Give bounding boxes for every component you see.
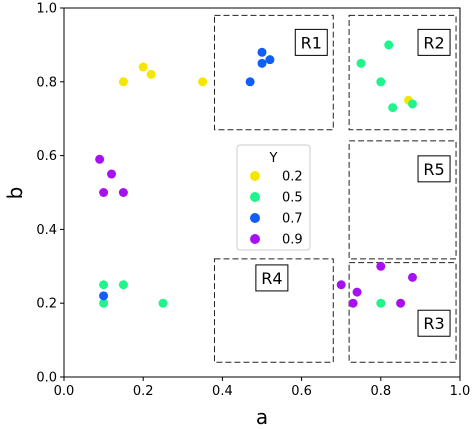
data-point xyxy=(396,298,406,308)
x-tick-label: 0.2 xyxy=(133,384,154,399)
legend-marker xyxy=(250,171,260,181)
data-point xyxy=(407,272,417,282)
x-tick-label: 0.8 xyxy=(370,384,391,399)
data-point xyxy=(118,77,128,87)
data-point xyxy=(158,298,168,308)
legend: Y 0.2 0.5 0.7 0.9 xyxy=(236,144,311,251)
data-point xyxy=(388,103,398,113)
region-box-r4 xyxy=(213,258,334,363)
region-box-r1 xyxy=(213,14,334,131)
data-point xyxy=(257,47,267,57)
region-label-r3: R3 xyxy=(423,314,444,333)
legend-entry: 0.2 xyxy=(282,170,303,185)
x-tick-label: 0.6 xyxy=(291,384,312,399)
data-point xyxy=(356,58,366,68)
data-point xyxy=(376,77,386,87)
x-tick-label: 1.0 xyxy=(450,384,471,399)
data-point xyxy=(107,169,117,179)
region-label-box-r4 xyxy=(255,264,289,292)
region-box-r5 xyxy=(348,140,457,260)
region-box-r3 xyxy=(348,262,457,363)
legend-entry: 0.9 xyxy=(282,233,303,248)
data-point xyxy=(99,298,109,308)
y-tick-label: 0.6 xyxy=(36,149,57,164)
y-axis-label: b xyxy=(3,187,27,200)
region-label-r4: R4 xyxy=(261,269,282,288)
plot-area: R1 R2 R5 R4 R3 0.0 0.2 0.4 0.6 0.8 1.0 0.0 0.2 0.4 0.6… xyxy=(36,2,470,400)
data-point xyxy=(146,69,156,79)
data-point xyxy=(245,77,255,87)
data-point xyxy=(336,280,346,290)
x-tick-label: 0.4 xyxy=(212,384,233,399)
data-point xyxy=(265,55,275,65)
region-label-r1: R1 xyxy=(301,33,322,52)
data-point xyxy=(138,62,148,72)
y-tick-label: 0.0 xyxy=(36,371,57,386)
data-point xyxy=(118,188,128,197)
legend-title: Y xyxy=(269,151,278,166)
data-point xyxy=(407,99,417,109)
x-axis-label: a xyxy=(256,405,268,429)
y-tick-label: 0.4 xyxy=(36,223,57,238)
data-point xyxy=(348,298,358,308)
y-tick-label: 1.0 xyxy=(36,2,57,17)
region-label-box-r1 xyxy=(294,28,328,56)
data-point xyxy=(95,154,105,164)
data-point xyxy=(118,280,128,290)
data-point xyxy=(99,291,109,301)
region-box-r2 xyxy=(348,14,457,131)
region-label-box-r5 xyxy=(417,155,451,183)
legend-marker xyxy=(250,192,260,202)
data-point xyxy=(384,40,394,50)
data-point xyxy=(99,280,109,290)
legend-marker xyxy=(250,234,260,244)
region-label-box-r3 xyxy=(417,309,451,337)
legend-marker xyxy=(250,213,260,223)
data-point xyxy=(352,287,362,297)
data-point xyxy=(376,298,386,308)
region-label-box-r2 xyxy=(417,28,451,56)
data-point xyxy=(198,77,208,87)
region-label-r5: R5 xyxy=(423,160,444,179)
x-tick-label: 0.0 xyxy=(54,384,75,399)
region-label-r2: R2 xyxy=(423,33,444,52)
y-tick-label: 0.2 xyxy=(36,297,57,312)
data-point xyxy=(376,261,386,271)
legend-entry: 0.5 xyxy=(282,191,303,206)
axes-frame xyxy=(63,7,461,378)
data-point xyxy=(99,188,109,197)
y-tick-label: 0.8 xyxy=(36,75,57,90)
data-point xyxy=(257,58,267,68)
legend-entry: 0.7 xyxy=(282,212,303,227)
